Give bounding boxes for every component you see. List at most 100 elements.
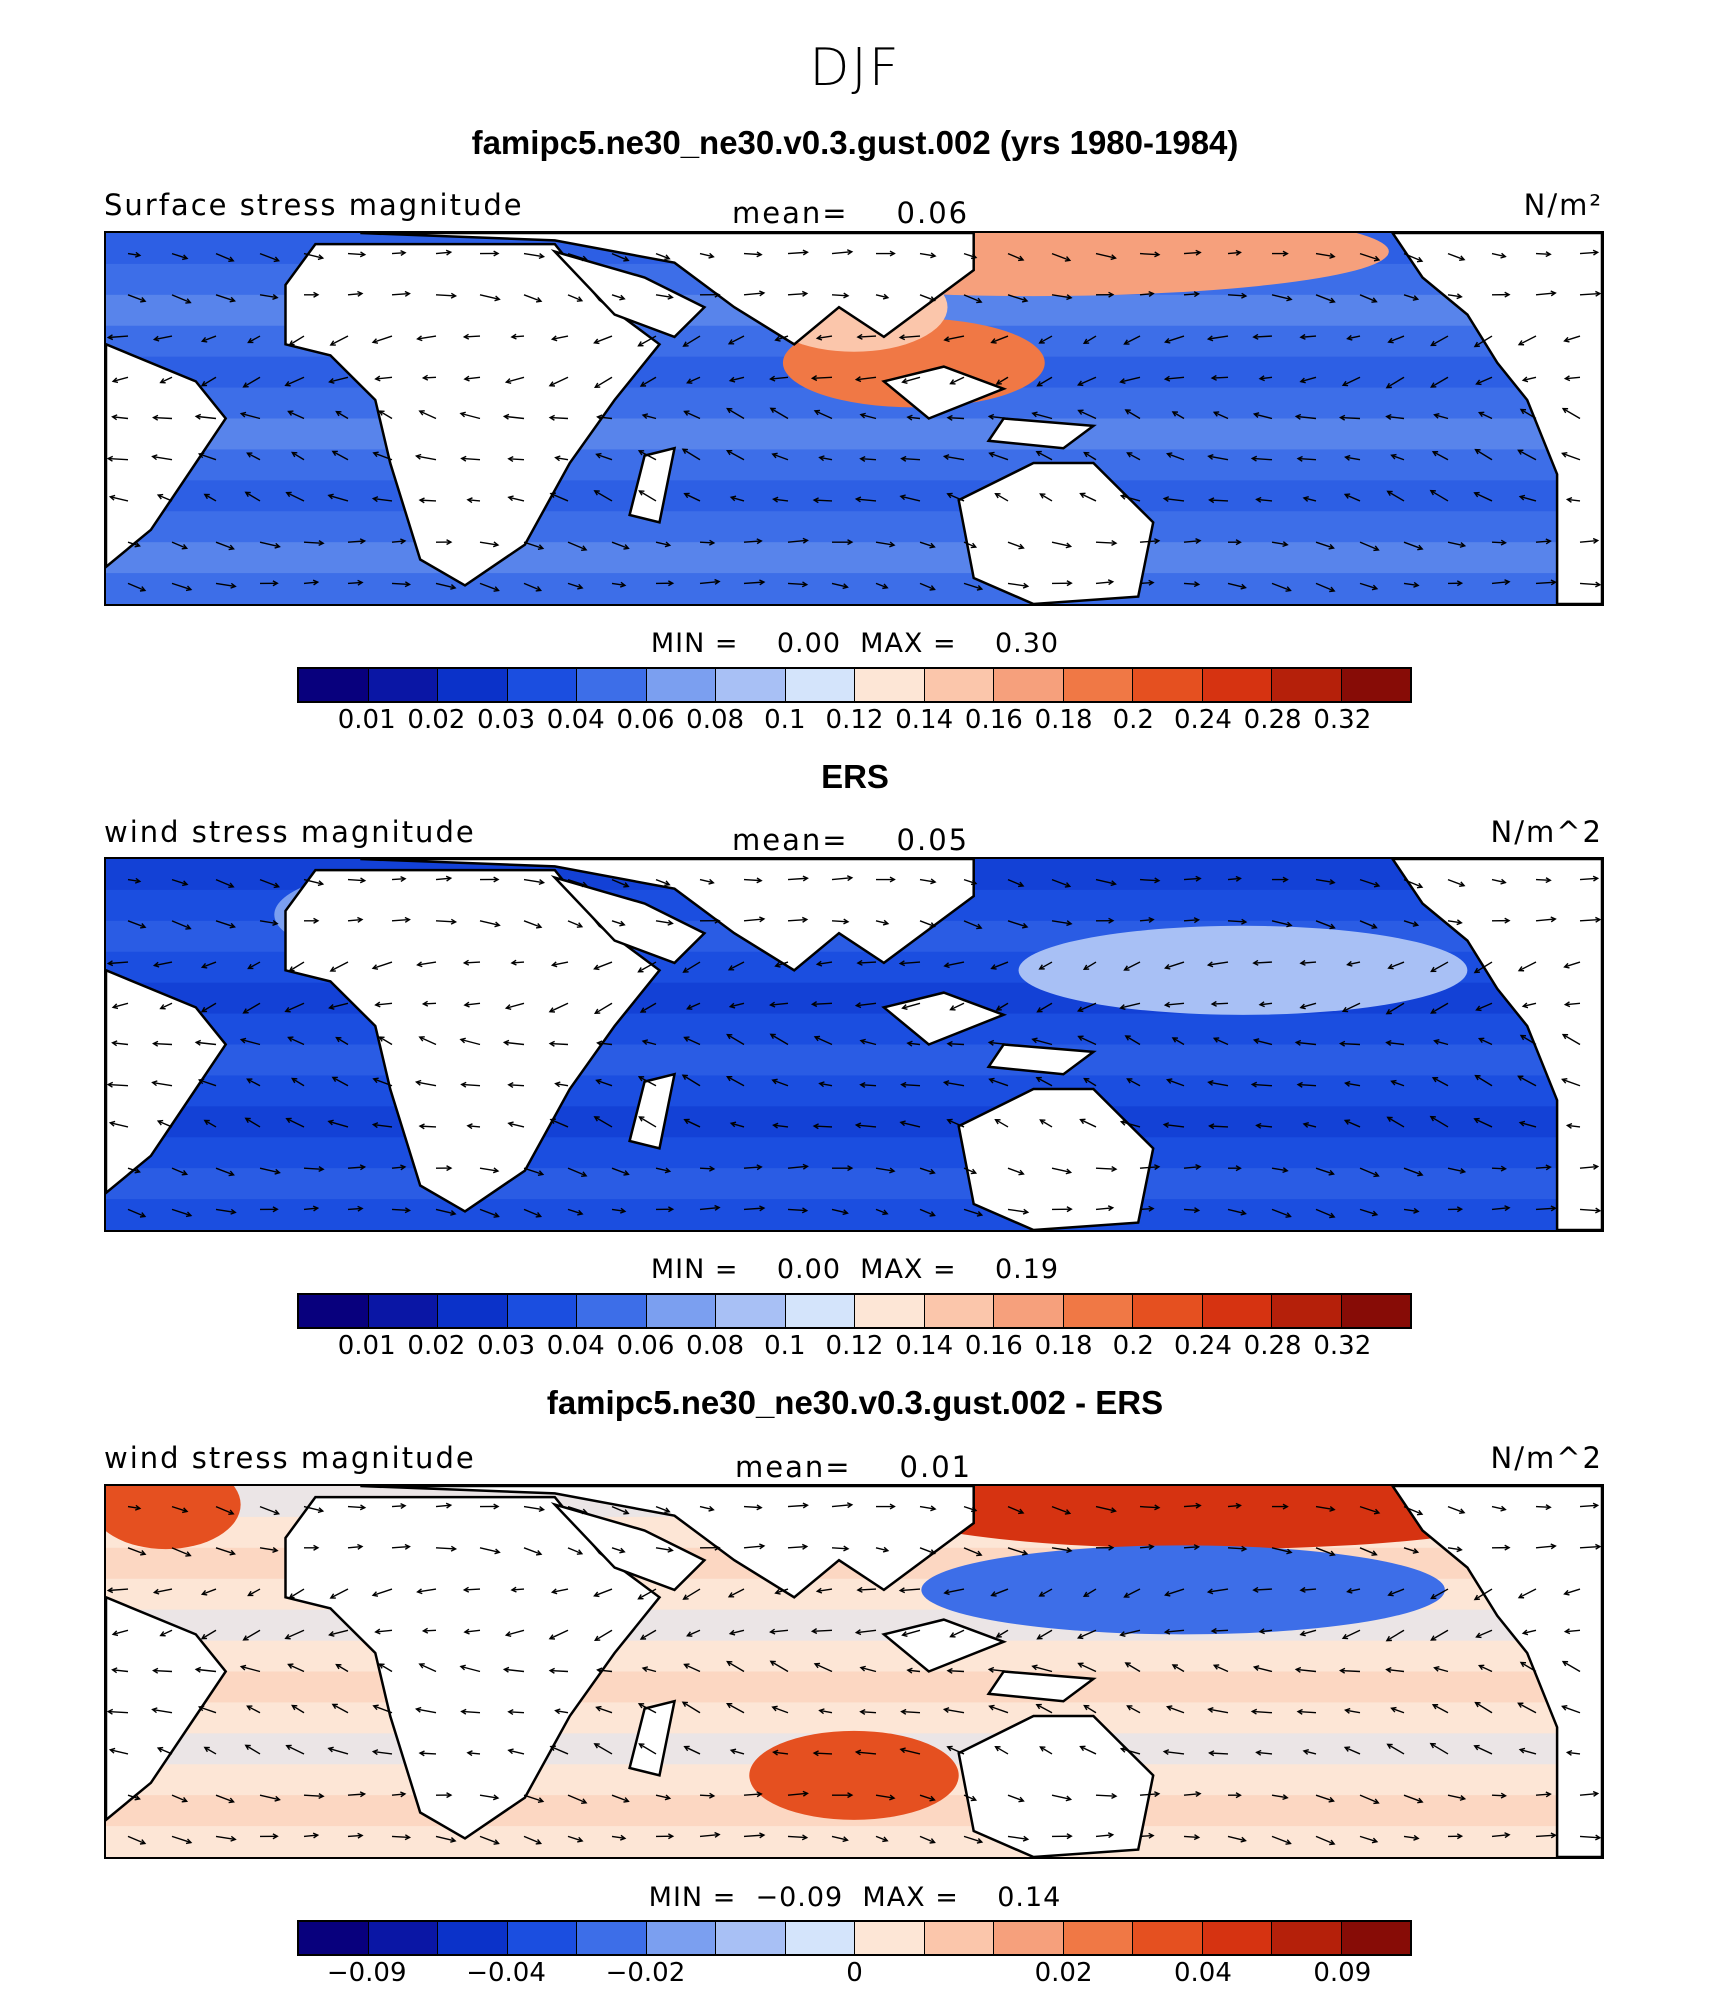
colorbar-cell	[299, 1922, 369, 1954]
contour-hotspot	[749, 1731, 958, 1820]
panel-1-colorbar	[297, 667, 1412, 703]
wind-vector	[1340, 1044, 1360, 1045]
colorbar-cell	[438, 669, 508, 701]
colorbar-cell	[786, 1295, 856, 1327]
colorbar-cell	[508, 1922, 578, 1954]
colorbar-cell	[855, 1922, 925, 1954]
colorbar-tick-label: 0.32	[1313, 1331, 1371, 1361]
panel-1-mean: mean= 0.06	[732, 196, 969, 230]
contour-band	[106, 542, 1602, 573]
mean-label: mean=	[732, 196, 849, 230]
wind-vector	[153, 1044, 172, 1045]
mean-value: 0.05	[897, 823, 970, 857]
colorbar-cell	[994, 1922, 1064, 1954]
panel-2-title: ERS	[0, 758, 1710, 796]
colorbar-cell	[299, 669, 369, 701]
colorbar-tick-label: 0.03	[477, 1331, 535, 1361]
colorbar-tick-label: 0.32	[1313, 705, 1371, 735]
panel-1-field-label: Surface stress magnitude	[104, 188, 524, 222]
colorbar-tick-label: 0.2	[1113, 1331, 1154, 1361]
colorbar-tick-label: 0.16	[965, 705, 1023, 735]
colorbar-cell	[1064, 669, 1134, 701]
mean-label: mean=	[735, 1450, 852, 1484]
panel-3-colorbar	[297, 1920, 1412, 1956]
panel-1-units: N/m²	[1524, 188, 1603, 222]
colorbar-cell	[1064, 1922, 1134, 1954]
colorbar-tick-label: 0.24	[1174, 1331, 1232, 1361]
colorbar-tick-label: 0.14	[895, 705, 953, 735]
mean-value: 0.01	[900, 1450, 973, 1484]
panel-2-minmax: MIN = 0.00 MAX = 0.19	[0, 1254, 1710, 1285]
colorbar-tick-label: 0.24	[1174, 705, 1232, 735]
colorbar-cell	[1203, 669, 1273, 701]
contour-band	[106, 419, 1602, 450]
wind-vector	[1210, 1126, 1228, 1127]
colorbar-cell	[855, 1295, 925, 1327]
panel-2-map	[104, 857, 1604, 1232]
colorbar-cell	[508, 669, 578, 701]
colorbar-cell	[786, 669, 856, 701]
colorbar-cell	[1342, 1922, 1411, 1954]
colorbar-cell	[647, 1295, 717, 1327]
colorbar-tick-label: 0.02	[407, 1331, 465, 1361]
panel-2-mean: mean= 0.05	[732, 823, 969, 857]
colorbar-tick-label: 0.09	[1313, 1958, 1371, 1988]
wind-vector	[1340, 418, 1360, 419]
wind-vector	[1340, 1671, 1360, 1672]
colorbar-tick-label: 0.01	[338, 705, 396, 735]
mean-label: mean=	[732, 823, 849, 857]
colorbar-tick-label: 0.16	[965, 1331, 1023, 1361]
colorbar-tick-label: 0.02	[407, 705, 465, 735]
mean-value: 0.06	[897, 196, 970, 230]
colorbar-cell	[1272, 669, 1342, 701]
figure-title: DJF	[0, 38, 1710, 98]
panel-3-map	[104, 1484, 1604, 1859]
panel-1-minmax: MIN = 0.00 MAX = 0.30	[0, 628, 1710, 659]
colorbar-cell	[1342, 1295, 1411, 1327]
colorbar-cell	[577, 1922, 647, 1954]
panel-2-colorbar	[297, 1293, 1412, 1329]
wind-vector	[1210, 1753, 1228, 1754]
wind-vector	[550, 1671, 568, 1672]
colorbar-tick-label: 0.06	[616, 1331, 674, 1361]
colorbar-tick-label: 0.28	[1244, 1331, 1302, 1361]
colorbar-cell	[438, 1922, 508, 1954]
colorbar-tick-label: 0	[846, 1958, 863, 1988]
panel-3-units: N/m^2	[1491, 1441, 1603, 1475]
colorbar-tick-label: 0.18	[1035, 705, 1093, 735]
colorbar-tick-label: −0.04	[466, 1958, 546, 1988]
colorbar-cell	[647, 1922, 717, 1954]
wind-vector	[153, 418, 172, 419]
wind-vector	[814, 1126, 832, 1127]
wind-vector	[153, 1671, 172, 1672]
colorbar-tick-label: 0.04	[547, 705, 605, 735]
wind-vector	[1210, 500, 1228, 501]
colorbar-cell	[577, 669, 647, 701]
colorbar-cell	[1133, 1295, 1203, 1327]
colorbar-cell	[1342, 669, 1411, 701]
colorbar-cell	[716, 1295, 786, 1327]
colorbar-cell	[786, 1922, 856, 1954]
colorbar-tick-label: 0.1	[764, 1331, 805, 1361]
wind-vector	[812, 377, 832, 378]
wind-vector	[550, 1044, 568, 1045]
colorbar-tick-label: 0.18	[1035, 1331, 1093, 1361]
colorbar-cell	[716, 669, 786, 701]
colorbar-tick-label: 0.08	[686, 705, 744, 735]
contour-hotspot	[1019, 926, 1468, 1015]
panel-3-field-label: wind stress magnitude	[104, 1441, 476, 1475]
colorbar-tick-label: 0.03	[477, 705, 535, 735]
panel-3-title: famipc5.ne30_ne30.v0.3.gust.002 - ERS	[0, 1384, 1710, 1422]
colorbar-cell	[1272, 1295, 1342, 1327]
wind-vector	[812, 1003, 832, 1004]
map-svg	[106, 233, 1602, 604]
colorbar-cell	[508, 1295, 578, 1327]
wind-vector	[814, 500, 832, 501]
colorbar-cell	[438, 1295, 508, 1327]
colorbar-cell	[716, 1922, 786, 1954]
colorbar-cell	[994, 1295, 1064, 1327]
colorbar-cell	[299, 1295, 369, 1327]
